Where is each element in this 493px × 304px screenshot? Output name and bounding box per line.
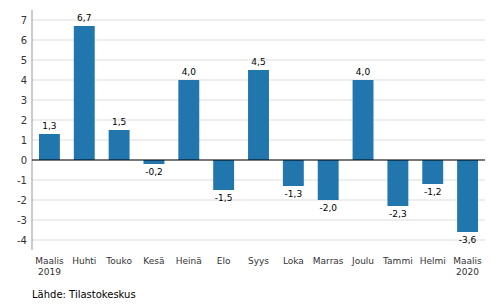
bar: [318, 160, 339, 200]
bar: [178, 80, 199, 160]
bar: [387, 160, 408, 206]
data-label: -0,2: [145, 167, 163, 177]
y-tick-label: 0: [21, 155, 27, 166]
x-tick-label: Heinä: [176, 256, 202, 266]
y-tick-label: 6: [21, 35, 27, 46]
y-tick-label: 3: [21, 95, 27, 106]
x-tick-label: Tammi: [382, 256, 413, 266]
bars: [39, 26, 478, 232]
bar: [248, 70, 269, 160]
y-tick-label: -4: [17, 235, 27, 246]
x-axis: Maalis2019 Huhti Touko Kesä Heinä Elo Syys Loka…: [35, 256, 482, 277]
x-tick-label: Maalis2019: [35, 256, 64, 277]
y-axis-line: [32, 10, 33, 250]
data-label: 1,5: [112, 117, 126, 127]
x-tick-label: Syys: [248, 256, 269, 266]
x-tick-label: Kesä: [143, 256, 164, 266]
bar: [422, 160, 443, 184]
y-tick-label: -1: [17, 175, 27, 186]
bar: [39, 134, 60, 160]
y-tick-label: 1: [21, 135, 27, 146]
x-tick-label: Marras: [313, 256, 344, 266]
data-label: 6,7: [77, 13, 91, 23]
x-tick-label: Helmi: [420, 256, 446, 266]
data-label: 1,3: [42, 121, 56, 131]
y-axis: -4 -3 -2 -1 0 1 2 3 4 5 6 7: [17, 15, 27, 246]
y-tick-label: -2: [17, 195, 27, 206]
chart: -4 -3 -2 -1 0 1 2 3 4 5 6 7 1,3 6,7 1,5 -0,2 4,0 -1,5 4,5 -…: [0, 0, 493, 304]
grid-line: [32, 40, 485, 41]
x-tick-label: Touko: [105, 256, 132, 266]
bar: [283, 160, 304, 186]
grid-line: [32, 180, 485, 181]
x-tick-label: Joulu: [351, 256, 374, 266]
x-tick-label: Maalis2020: [453, 256, 482, 277]
data-label: -1,3: [285, 189, 303, 199]
bar: [74, 26, 95, 160]
y-tick-label: 2: [21, 115, 27, 126]
data-label: -1,2: [424, 187, 442, 197]
y-tick-label: 5: [21, 55, 27, 66]
data-label: 4,0: [356, 67, 371, 77]
data-label: 4,0: [182, 67, 197, 77]
bar: [109, 130, 130, 160]
background: [0, 0, 493, 304]
data-label: -2,0: [319, 203, 337, 213]
grid: [32, 20, 485, 240]
x-tick-label: Elo: [217, 256, 231, 266]
y-tick-label: -3: [17, 215, 27, 226]
bar: [457, 160, 478, 232]
bar: [353, 80, 374, 160]
grid-line: [32, 220, 485, 221]
data-label: 4,5: [251, 57, 265, 67]
data-labels: 1,3 6,7 1,5 -0,2 4,0 -1,5 4,5 -1,3 -2,0 4,0 -2,3 -1…: [42, 13, 476, 245]
y-tick-label: 4: [21, 75, 27, 86]
grid-line: [32, 240, 485, 241]
bar: [144, 160, 165, 164]
x-tick-label: Loka: [283, 256, 304, 266]
grid-line: [32, 160, 485, 161]
y-tick-label: 7: [21, 15, 27, 26]
data-label: -2,3: [389, 209, 407, 219]
bar: [213, 160, 234, 190]
x-tick-label: Huhti: [72, 256, 96, 266]
data-label: -3,6: [459, 235, 477, 245]
data-label: -1,5: [215, 193, 233, 203]
zero-line: [32, 160, 485, 161]
grid-line: [32, 200, 485, 201]
footer: Lähde: Tilastokeskus: [32, 289, 136, 300]
grid-line: [32, 20, 485, 21]
